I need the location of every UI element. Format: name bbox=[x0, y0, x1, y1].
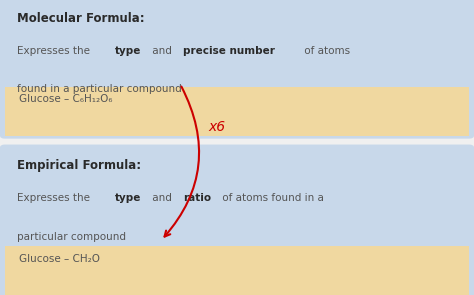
Text: of atoms: of atoms bbox=[301, 46, 350, 56]
Text: Expresses the: Expresses the bbox=[17, 46, 93, 56]
Text: x6: x6 bbox=[209, 120, 226, 134]
Text: Glucose – CH₂O: Glucose – CH₂O bbox=[19, 254, 100, 264]
FancyBboxPatch shape bbox=[0, 145, 474, 295]
Text: and: and bbox=[149, 193, 175, 203]
FancyBboxPatch shape bbox=[0, 0, 474, 139]
Text: and: and bbox=[149, 46, 175, 56]
Text: particular compound: particular compound bbox=[17, 232, 126, 242]
Text: of atoms found in a: of atoms found in a bbox=[219, 193, 324, 203]
Text: Empirical Formula:: Empirical Formula: bbox=[17, 159, 141, 172]
Text: ratio: ratio bbox=[182, 193, 211, 203]
Text: type: type bbox=[115, 46, 141, 56]
Text: found in a particular compound: found in a particular compound bbox=[17, 84, 182, 94]
Text: Molecular Formula:: Molecular Formula: bbox=[17, 12, 144, 25]
Bar bbox=[5, 246, 469, 295]
Text: precise number: precise number bbox=[182, 46, 274, 56]
Text: Expresses the: Expresses the bbox=[17, 193, 93, 203]
Bar bbox=[5, 87, 469, 136]
Text: type: type bbox=[115, 193, 141, 203]
Text: Glucose – C₆H₁₂O₆: Glucose – C₆H₁₂O₆ bbox=[19, 94, 112, 104]
